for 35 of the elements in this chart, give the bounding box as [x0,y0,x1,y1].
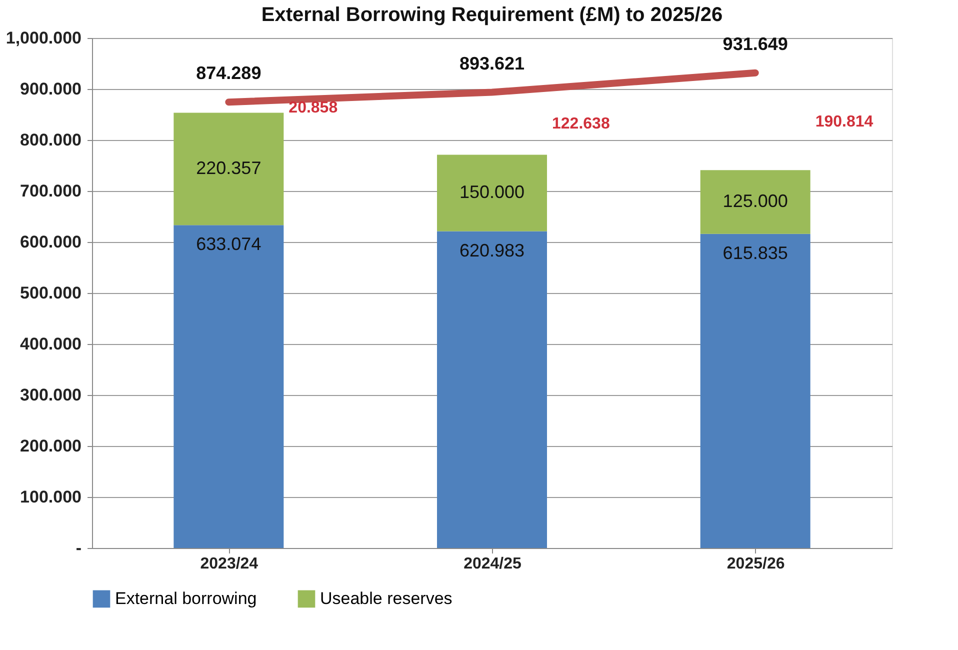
y-tick-label: - [76,538,82,558]
y-tick-label: 900.000 [20,80,82,98]
bar [700,170,810,234]
data-label: 931.649 [722,34,788,54]
annotation: 190.814 [815,114,874,131]
y-tick-label: 800.000 [20,130,82,150]
data-label: 125.000 [722,191,788,212]
x-tick-label: 2024/25 [464,556,522,572]
bar [700,234,810,548]
annotation: 122.638 [552,116,610,133]
annotation: 20.858 [288,99,338,116]
y-tick-label: 200.000 [20,436,82,456]
bar [437,231,547,548]
bar [437,154,547,232]
bar [174,225,284,548]
x-tick-label: 2023/24 [200,556,258,572]
y-tick-label: 1,000.000 [6,28,82,48]
y-tick-label: 100.000 [20,488,82,506]
data-label: 620.983 [459,240,525,260]
data-label: 220.357 [196,158,262,178]
y-tick-label: 600.000 [20,232,82,252]
x-tick-label: 2025/26 [726,556,785,572]
y-tick-label: 700.000 [20,182,82,200]
y-tick-label: 300.000 [20,386,82,404]
data-label: 615.835 [722,242,788,263]
data-label: 633.074 [196,234,262,254]
y-tick-label: 500.000 [20,284,82,302]
data-label: 874.289 [196,63,262,84]
bar [174,112,284,226]
legend-label: External borrowing [115,588,257,608]
legend-label: Useable reserves [320,588,452,608]
y-tick-label: 400.000 [20,334,82,354]
data-label: 893.621 [459,53,525,74]
chart-title: External Borrowing Requirement (£M) to 2025/26 [261,4,723,26]
data-label: 150.000 [459,182,525,202]
